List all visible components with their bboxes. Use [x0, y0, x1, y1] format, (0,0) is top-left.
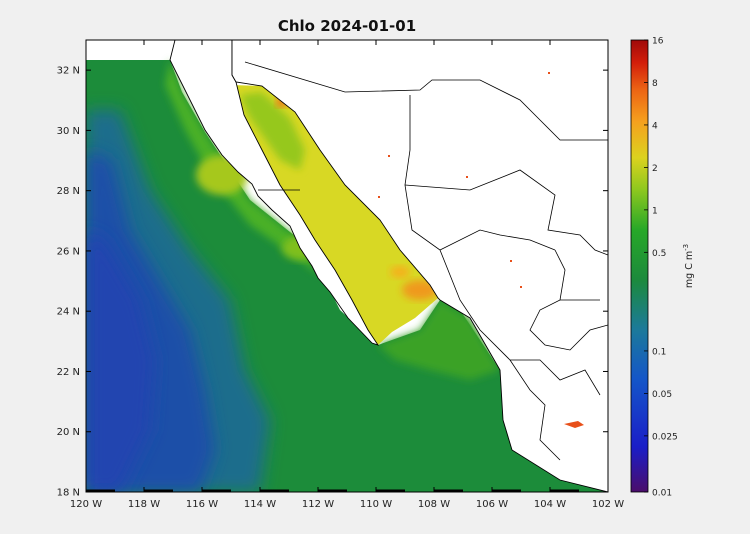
graticule-bar	[86, 489, 115, 492]
x-tick-label: 106 W	[476, 499, 508, 510]
colorbar-tick-label: 8	[652, 79, 658, 89]
baja-california-land	[169, 40, 380, 346]
colorbar-tick-label: 0.025	[652, 432, 678, 442]
colorbar-tick-label: 2	[652, 164, 658, 174]
gulf-peak-bloom	[402, 280, 438, 300]
y-tick-label: 26 N	[57, 246, 80, 257]
graticule-bar	[376, 489, 405, 492]
x-tick-label: 114 W	[244, 499, 276, 510]
colorbar-tick-label: 0.05	[652, 390, 672, 400]
colorbar: 16 8 4 2 1 0.5 0.1 0.05 0.025 0.01 mg C m-3	[630, 37, 695, 499]
colorbar-tick-label: 0.5	[652, 249, 666, 259]
graticule-bar	[144, 489, 173, 492]
x-axis: 120 W 118 W 116 W 114 W 112 W 110 W 108 W 106 W…	[70, 40, 624, 510]
x-tick-label: 112 W	[302, 499, 334, 510]
map-title: Chlo 2024-01-01	[278, 17, 416, 35]
colorbar-tick-label: 16	[652, 37, 664, 47]
graticule-bar	[260, 489, 289, 492]
x-tick-label: 118 W	[128, 499, 160, 510]
map-area	[86, 40, 608, 492]
y-tick-label: 22 N	[57, 367, 80, 378]
ocean-chlorophyll-field	[86, 60, 608, 492]
x-tick-label: 102 W	[592, 499, 624, 510]
y-tick-label: 24 N	[57, 307, 80, 318]
x-tick-label: 104 W	[534, 499, 566, 510]
colorbar-tick-label: 1	[652, 206, 658, 216]
colorbar-label: mg C m-3	[682, 244, 695, 288]
y-tick-label: 32 N	[57, 66, 80, 77]
colorbar-ticks: 16 8 4 2 1 0.5 0.1 0.05 0.025 0.01	[644, 37, 678, 499]
graticule-bar	[318, 489, 347, 492]
coastal-speckles	[378, 72, 550, 288]
x-tick-label: 108 W	[418, 499, 450, 510]
y-tick-label: 18 N	[57, 488, 80, 499]
y-axis: 18 N 20 N 22 N 24 N 26 N 28 N 30 N 32 N	[57, 66, 608, 499]
graticule-bar	[492, 489, 521, 492]
colorbar-tick-label: 4	[652, 121, 658, 131]
x-tick-label: 116 W	[186, 499, 218, 510]
y-tick-label: 30 N	[57, 126, 80, 137]
colorbar-tick-label: 0.1	[652, 347, 666, 357]
political-borders	[244, 61, 608, 461]
colorbar-tick-label: 0.01	[652, 489, 672, 499]
x-tick-label: 110 W	[360, 499, 392, 510]
x-tick-label: 120 W	[70, 499, 102, 510]
colorbar-scale	[630, 39, 649, 493]
graticule-bar	[550, 489, 579, 492]
y-tick-label: 28 N	[57, 186, 80, 197]
graticule-bar	[434, 489, 463, 492]
island-land	[564, 421, 584, 428]
y-tick-label: 20 N	[57, 427, 80, 438]
mainland-land	[231, 40, 608, 492]
graticule-bar	[202, 489, 231, 492]
